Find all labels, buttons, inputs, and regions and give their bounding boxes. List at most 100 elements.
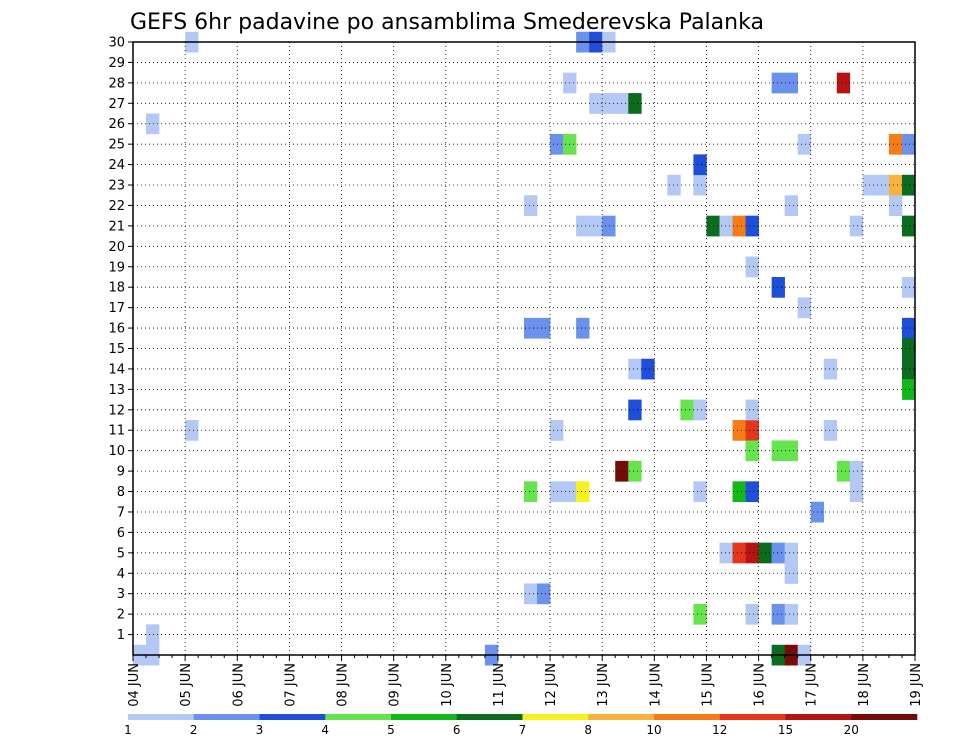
legend-swatch — [588, 714, 655, 720]
data-cell — [745, 215, 759, 237]
data-cell — [745, 603, 759, 625]
legend-swatch — [785, 714, 852, 720]
data-cell — [537, 583, 551, 605]
data-cell — [693, 481, 707, 503]
data-cell — [745, 542, 759, 564]
data-cell — [836, 460, 851, 482]
x-axis: 04 JUN 05 JUN 06 JUN 07 JUN 08 JUN 09 JUN 10 J… — [127, 655, 924, 707]
data-cell — [589, 93, 603, 114]
data-cell — [693, 399, 707, 421]
data-cell — [550, 133, 564, 155]
data-cell — [628, 93, 642, 114]
data-cell — [849, 460, 864, 482]
legend-swatch — [654, 714, 721, 720]
x-tick-label: 09 JUN — [388, 663, 403, 707]
legend-swatch — [391, 714, 458, 720]
data-cell — [888, 174, 903, 196]
data-cell — [875, 174, 890, 196]
y-tick-label: 13 — [108, 383, 125, 398]
y-tick-label: 16 — [108, 322, 125, 337]
data-cell — [602, 93, 616, 114]
data-cell — [693, 174, 707, 196]
data-cell — [745, 440, 759, 462]
data-cell — [901, 133, 916, 155]
x-tick-label: 08 JUN — [336, 663, 351, 707]
data-cell — [784, 72, 798, 94]
legend-label: 8 — [584, 723, 592, 737]
data-cell — [901, 379, 916, 400]
data-cell — [524, 195, 538, 216]
data-cell — [524, 583, 538, 605]
y-tick-label: 14 — [108, 362, 125, 377]
y-tick-label: 29 — [108, 56, 125, 71]
y-tick-label: 23 — [108, 179, 125, 194]
data-cell — [185, 420, 199, 441]
data-cell — [771, 72, 785, 94]
data-cell — [589, 215, 603, 237]
data-cell — [784, 563, 798, 584]
data-cell — [888, 195, 903, 216]
y-tick-label: 15 — [108, 342, 125, 357]
data-cell — [641, 358, 655, 380]
y-tick-label: 8 — [117, 485, 125, 500]
y-tick-label: 4 — [117, 567, 125, 582]
data-cell — [146, 624, 160, 646]
data-cell — [901, 276, 916, 298]
y-tick-label: 6 — [117, 526, 125, 541]
chart-title: GEFS 6hr padavine po ansamblima Smederev… — [130, 10, 764, 35]
data-cell — [576, 317, 590, 339]
data-cell — [146, 113, 160, 135]
y-tick-label: 24 — [108, 158, 125, 173]
data-cell — [628, 460, 642, 482]
y-tick-label: 19 — [108, 260, 125, 275]
y-tick-label: 3 — [117, 587, 125, 602]
x-tick-label: 06 JUN — [231, 663, 246, 707]
data-cell — [823, 358, 838, 380]
data-cell — [771, 440, 785, 462]
data-cells — [133, 31, 916, 666]
data-cell — [693, 154, 707, 176]
y-tick-label: 25 — [108, 138, 125, 153]
data-cell — [524, 481, 538, 503]
y-tick-label: 26 — [108, 117, 125, 132]
data-cell — [667, 174, 681, 196]
legend-label: 12 — [712, 723, 727, 737]
legend-label: 6 — [453, 723, 461, 737]
y-tick-label: 30 — [108, 36, 125, 51]
data-cell — [784, 603, 798, 625]
y-tick-label: 10 — [108, 444, 125, 459]
data-cell — [537, 317, 551, 339]
x-tick-label: 19 JUN — [909, 663, 924, 707]
data-cell — [524, 317, 538, 339]
data-cell — [888, 133, 903, 155]
y-tick-label: 9 — [117, 465, 125, 480]
data-cell — [576, 481, 590, 503]
data-cell — [602, 215, 616, 237]
legend-label: 10 — [646, 723, 661, 737]
data-cell — [576, 215, 590, 237]
x-tick-label: 10 JUN — [440, 663, 455, 707]
data-cell — [732, 481, 746, 503]
y-tick-label: 11 — [108, 424, 125, 439]
y-tick-label: 28 — [108, 76, 125, 91]
x-tick-label: 17 JUN — [805, 663, 820, 707]
y-tick-label: 5 — [117, 546, 125, 561]
y-tick-label: 17 — [108, 301, 125, 316]
legend-label: 1 — [124, 723, 132, 737]
x-tick-label: 12 JUN — [544, 663, 559, 707]
y-tick-label: 2 — [117, 608, 125, 623]
legend-swatch — [719, 714, 786, 720]
x-tick-label: 15 JUN — [700, 663, 715, 707]
y-axis: 1234567891011121314151617181920212223242… — [108, 36, 133, 643]
data-cell — [732, 420, 746, 441]
data-cell — [901, 174, 916, 196]
x-tick-label: 13 JUN — [596, 663, 611, 707]
data-cell — [628, 399, 642, 421]
legend-swatch — [128, 714, 195, 720]
data-cell — [745, 420, 759, 441]
data-cell — [797, 297, 812, 319]
y-tick-label: 27 — [108, 97, 125, 112]
y-tick-label: 21 — [108, 219, 125, 234]
data-cell — [680, 399, 694, 421]
